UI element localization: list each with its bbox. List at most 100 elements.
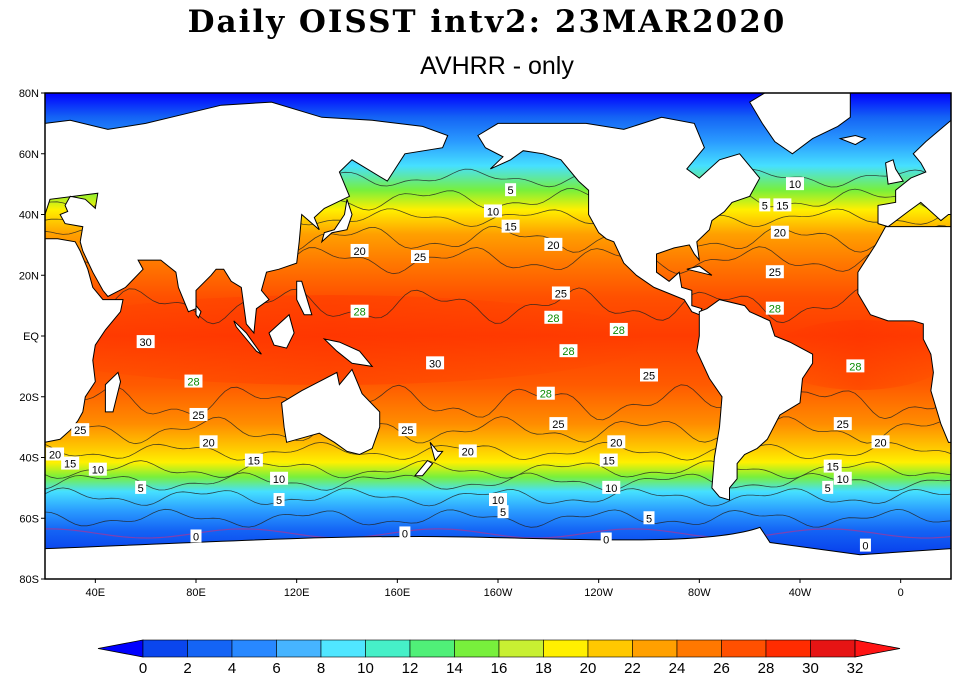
contour-label-bg (426, 356, 445, 370)
contour-label-bg (765, 301, 784, 315)
map-subtitle: AVHRR - only (420, 52, 574, 80)
contour-label: 15 (776, 200, 788, 212)
contour-label-bg (773, 198, 792, 212)
colorbar-swatch (543, 639, 589, 658)
contour-label: 28 (769, 304, 781, 316)
contour-label-bg (350, 243, 369, 257)
colorbar-label: 16 (491, 660, 508, 677)
contour-label: 20 (774, 228, 786, 240)
landmass (233, 320, 262, 355)
landmass (477, 116, 761, 316)
contour-label: 20 (202, 437, 214, 449)
colorbar-swatch (454, 639, 500, 658)
colorbar-label: 30 (802, 660, 819, 677)
isotherm-line (45, 441, 951, 461)
contour-label: 20 (353, 246, 365, 258)
contour-label: 5 (500, 507, 506, 519)
contour-label-bg (770, 225, 789, 239)
colorbar-label: 28 (758, 660, 775, 677)
contour-label: 0 (193, 531, 199, 543)
lon-tick-label: 0 (898, 587, 904, 599)
lat-tick-label: 40S (19, 453, 39, 465)
lon-tick-label: 120W (584, 587, 613, 599)
colorbar-swatch (142, 639, 188, 658)
contour-label: 20 (547, 240, 559, 252)
lon-tick-label: 160W (484, 587, 513, 599)
contour-label-bg (71, 423, 90, 437)
contour-label: 28 (613, 325, 625, 337)
lat-tick-label: 20S (19, 392, 39, 404)
contour-label: 28 (187, 377, 199, 389)
contour-label: 5 (762, 200, 768, 212)
colorbar-under-arrow (97, 639, 144, 658)
contour-label-bg (184, 374, 203, 388)
colorbar-label: 2 (183, 660, 191, 677)
contour-label-bg (759, 198, 771, 212)
contour-label: 10 (492, 495, 504, 507)
contour-label-bg (483, 204, 502, 218)
contour-label: 25 (414, 252, 426, 264)
contour-label: 28 (353, 307, 365, 319)
colorbar-label: 14 (446, 660, 463, 677)
contour-label-bg (785, 177, 804, 191)
lat-tick-label: 20N (19, 270, 39, 282)
contour-label-bg (559, 344, 578, 358)
contour-label: 15 (827, 462, 839, 474)
contour-label-bg (273, 493, 285, 507)
colorbar-label: 10 (357, 660, 374, 677)
colorbar-label: 12 (402, 660, 419, 677)
contour-label: 28 (562, 346, 574, 358)
contour-label: 5 (508, 185, 514, 197)
landmass (104, 371, 122, 413)
contour-label: 10 (92, 465, 104, 477)
contour-label: 0 (402, 528, 408, 540)
contour-label: 10 (273, 474, 285, 486)
lon-tick-label: 40E (86, 587, 106, 599)
contour-label-bg (244, 453, 263, 467)
colorbar-label: 6 (272, 660, 280, 677)
contour-label-bg (350, 304, 369, 318)
contour-label-bg (135, 480, 147, 494)
colorbar-label: 24 (669, 660, 686, 677)
colorbar-over-arrow (854, 639, 901, 658)
lat-tick-label: 40N (19, 210, 39, 222)
colorbar-swatch (231, 639, 277, 658)
contour-label: 30 (140, 337, 152, 349)
contour-label: 25 (401, 425, 413, 437)
lon-tick-label: 80W (688, 587, 711, 599)
contour-label-bg (640, 368, 658, 382)
lon-tick-label: 160E (384, 587, 410, 599)
colorbar-label: 8 (317, 660, 325, 677)
contour-label: 15 (248, 456, 260, 468)
contour-label: 25 (192, 410, 204, 422)
colorbar-swatch (409, 639, 455, 658)
contour-label-bg (833, 471, 852, 485)
sst-field (45, 93, 951, 579)
contour-label-bg (600, 532, 612, 546)
contour-label-bg (505, 183, 517, 197)
isotherm-line (45, 416, 951, 445)
contour-label: 25 (555, 288, 567, 300)
landmass (296, 280, 313, 316)
contour-label: 10 (605, 483, 617, 495)
contour-label: 15 (603, 456, 615, 468)
colorbar-label: 20 (580, 660, 597, 677)
contour-label: 25 (769, 267, 781, 279)
contour-label-bg (190, 529, 202, 543)
colorbar-swatch (810, 639, 856, 658)
lat-tick-label: 80S (19, 574, 39, 586)
landmass (429, 441, 444, 462)
landmass (877, 119, 951, 228)
landmass (320, 199, 353, 244)
landmass (749, 93, 851, 155)
contour-label: 10 (487, 206, 499, 218)
contour-label: 28 (540, 389, 552, 401)
contour-label: 5 (646, 513, 652, 525)
contour-label-bg (599, 453, 618, 467)
contour-label: 0 (603, 535, 609, 547)
contour-label: 25 (552, 419, 564, 431)
contour-label-bg (398, 423, 417, 437)
lat-tick-label: 80N (19, 88, 39, 100)
